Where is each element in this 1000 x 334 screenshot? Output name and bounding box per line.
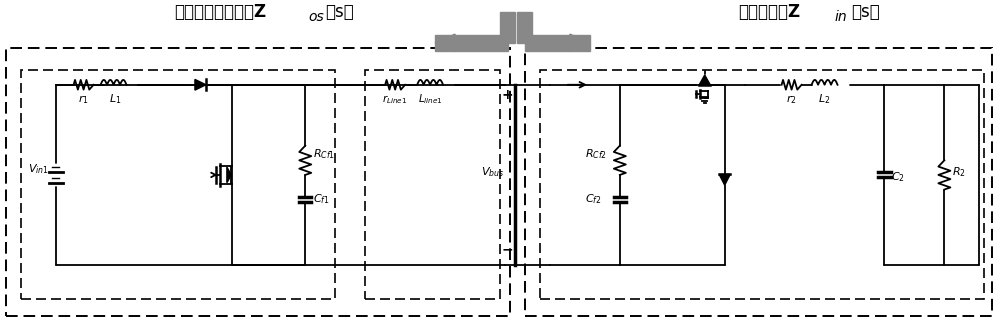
Text: $r_2$: $r_2$ bbox=[786, 93, 797, 106]
Text: $C_{f1}$: $C_{f1}$ bbox=[313, 192, 330, 206]
Text: os: os bbox=[308, 10, 324, 24]
Bar bbox=[6, 48, 510, 316]
Text: $R_{Cf2}$: $R_{Cf2}$ bbox=[585, 147, 607, 161]
Polygon shape bbox=[435, 35, 508, 51]
Text: $V_{bus}$: $V_{bus}$ bbox=[481, 165, 505, 179]
Polygon shape bbox=[525, 35, 590, 51]
Text: $V_{in1}$: $V_{in1}$ bbox=[28, 162, 49, 176]
Text: $L_1$: $L_1$ bbox=[109, 92, 122, 106]
Text: in: in bbox=[835, 10, 847, 24]
Polygon shape bbox=[570, 34, 590, 52]
Text: $R_{Cf1}$: $R_{Cf1}$ bbox=[313, 147, 335, 161]
Text: $r_{Line1}$: $r_{Line1}$ bbox=[382, 93, 408, 106]
Polygon shape bbox=[227, 167, 231, 183]
Polygon shape bbox=[719, 174, 730, 185]
Text: $L_2$: $L_2$ bbox=[818, 92, 831, 106]
Bar bbox=[365, 70, 500, 299]
Polygon shape bbox=[699, 75, 710, 85]
Text: $C_{f2}$: $C_{f2}$ bbox=[585, 192, 602, 206]
Text: 负载子系统Z: 负载子系统Z bbox=[739, 3, 801, 20]
Polygon shape bbox=[195, 79, 206, 90]
Text: （s）: （s） bbox=[325, 3, 354, 20]
Text: $C_2$: $C_2$ bbox=[891, 170, 905, 184]
Polygon shape bbox=[435, 34, 455, 52]
Text: $L_{line1}$: $L_{line1}$ bbox=[418, 92, 443, 106]
Text: 源子系统输出阻抗Z: 源子系统输出阻抗Z bbox=[174, 3, 266, 20]
Text: −: − bbox=[501, 242, 513, 257]
Bar bbox=[21, 70, 335, 299]
Bar bbox=[525, 48, 992, 316]
Bar bbox=[540, 70, 984, 299]
Polygon shape bbox=[517, 12, 532, 43]
Polygon shape bbox=[500, 12, 515, 43]
Text: $r_1$: $r_1$ bbox=[78, 93, 89, 106]
Text: （s）: （s） bbox=[852, 3, 880, 20]
Text: $R_2$: $R_2$ bbox=[952, 165, 966, 179]
Text: +: + bbox=[501, 89, 513, 103]
